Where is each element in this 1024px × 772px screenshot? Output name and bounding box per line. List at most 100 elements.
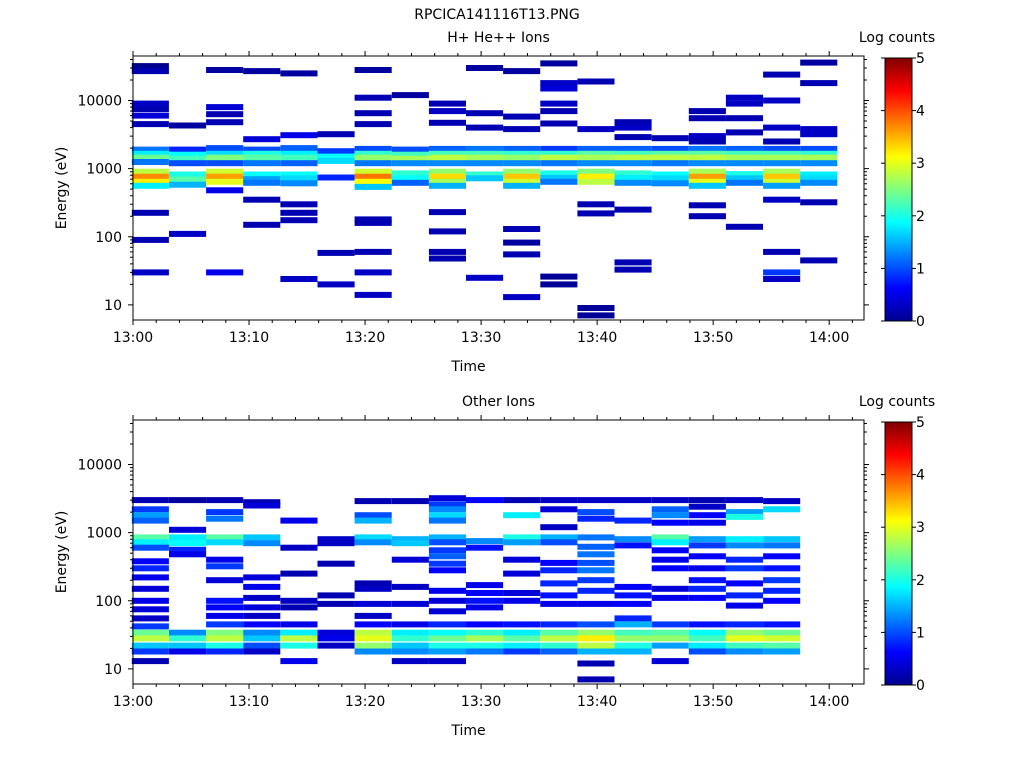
heatmap-cell: [763, 160, 801, 167]
heatmap-cell: [131, 648, 169, 655]
heatmap-cell: [280, 629, 318, 636]
x-tick-label: 13:00: [113, 694, 153, 710]
heatmap-cell: [688, 648, 726, 655]
heatmap-cell: [614, 124, 652, 131]
x-tick-label: 13:20: [345, 330, 385, 346]
heatmap-cell: [391, 658, 429, 665]
y-tick-label: 1000: [86, 162, 122, 178]
heatmap-cell: [169, 635, 207, 642]
heatmap-cell: [614, 642, 652, 649]
heatmap-cell: [206, 629, 244, 636]
colorbar-tick-label: 0: [916, 678, 925, 694]
heatmap-cell: [725, 621, 763, 628]
heatmap-cell: [428, 597, 466, 604]
heatmap-cell: [725, 497, 763, 504]
heatmap-cell: [651, 642, 689, 649]
heatmap-cell: [503, 534, 541, 541]
heatmap-cell: [206, 150, 244, 157]
heatmap-cell: [354, 512, 392, 519]
x-tick-label: 13:00: [113, 330, 153, 346]
heatmap-cell: [169, 160, 207, 167]
heatmap-cell: [243, 621, 281, 628]
figure-title: RPCICA141116T13.PNG: [414, 7, 579, 23]
heatmap-cell: [540, 497, 578, 504]
heatmap-cell: [131, 606, 169, 613]
heatmap-cell: [428, 658, 466, 665]
chart-title: H+ He++ Ions: [447, 30, 550, 46]
heatmap-cell: [131, 539, 169, 546]
heatmap-cell: [577, 642, 615, 649]
heatmap-cell: [243, 136, 281, 143]
heatmap-cell: [688, 173, 726, 180]
y-tick-label: 1000: [86, 526, 122, 542]
colorbar-tick-label: 4: [916, 468, 925, 484]
heatmap-cell: [428, 228, 466, 235]
y-tick-label: 10: [104, 662, 122, 678]
colorbar: [884, 57, 913, 322]
heatmap-cell: [540, 145, 578, 152]
heatmap-cell: [206, 269, 244, 276]
heatmap-cell: [725, 129, 763, 136]
heatmap-cell: [614, 635, 652, 642]
heatmap-cell: [577, 497, 615, 504]
heatmap-cell: [800, 257, 838, 264]
heatmap-cell: [428, 560, 466, 567]
heatmap-cell: [688, 542, 726, 549]
x-tick-label: 13:10: [229, 330, 269, 346]
heatmap-cell: [577, 676, 615, 683]
heatmap-cell: [354, 94, 392, 101]
heatmap-cell: [206, 509, 244, 516]
heatmap-cell: [131, 629, 169, 636]
heatmap-cell: [651, 658, 689, 665]
heatmap-cell: [763, 182, 801, 189]
heatmap-cell: [800, 179, 838, 186]
heatmap-cell: [131, 168, 169, 175]
heatmap-cell: [169, 534, 207, 541]
heatmap-cell: [725, 94, 763, 101]
heatmap-cell: [131, 121, 169, 128]
heatmap-cell: [503, 239, 541, 246]
heatmap-cell: [688, 621, 726, 628]
heatmap-cell: [651, 150, 689, 157]
heatmap-cell: [503, 154, 541, 161]
heatmap-cell: [354, 121, 392, 128]
heatmap-cell: [131, 512, 169, 519]
heatmap-cell: [577, 600, 615, 607]
heatmap-cell: [206, 497, 244, 504]
heatmap-cell: [577, 559, 615, 566]
heatmap-cell: [651, 175, 689, 182]
plot-frame: [132, 419, 865, 685]
heatmap-cell: [688, 108, 726, 115]
heatmap-cell: [354, 154, 392, 161]
heatmap-cell: [651, 135, 689, 142]
heatmap-cell: [428, 154, 466, 161]
heatmap-cell: [280, 544, 318, 551]
x-tick-label: 13:50: [693, 330, 733, 346]
heatmap-cell: [540, 154, 578, 161]
heatmap-cell: [688, 178, 726, 185]
heatmap-cell: [243, 179, 281, 186]
heatmap-cell: [206, 173, 244, 180]
heatmap-cell: [243, 612, 281, 619]
x-tick-label: 13:10: [229, 694, 269, 710]
x-tick-label: 13:50: [693, 694, 733, 710]
heatmap-cell: [428, 547, 466, 554]
heatmap-cell: [243, 574, 281, 581]
heatmap-cell: [688, 160, 726, 167]
heatmap-cell: [503, 126, 541, 133]
heatmap-cell: [503, 635, 541, 642]
heatmap-cell: [428, 108, 466, 115]
heatmap-cell: [503, 182, 541, 189]
heatmap-cell: [169, 629, 207, 636]
heatmap-cell: [688, 577, 726, 584]
heatmap-cell: [428, 173, 466, 180]
heatmap-cell: [800, 154, 838, 161]
colorbar-label: Log counts: [859, 30, 935, 46]
heatmap-cell: [466, 124, 504, 131]
heatmap-cell: [614, 145, 652, 152]
heatmap-cell: [577, 577, 615, 584]
heatmap-cell: [206, 111, 244, 118]
heatmap-cell: [317, 629, 355, 636]
colorbar-tick-label: 1: [916, 261, 925, 277]
heatmap-cell: [317, 540, 355, 547]
